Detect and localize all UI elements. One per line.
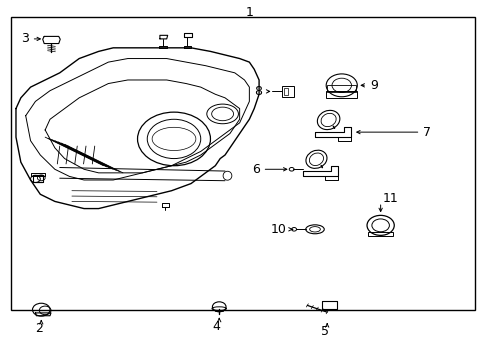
Text: 6: 6 bbox=[251, 163, 259, 176]
Text: 3: 3 bbox=[20, 32, 29, 45]
Text: 11: 11 bbox=[382, 192, 398, 205]
Text: 9: 9 bbox=[369, 79, 377, 92]
Text: 10: 10 bbox=[270, 223, 286, 236]
Text: 4: 4 bbox=[212, 320, 220, 333]
Text: 7: 7 bbox=[423, 126, 430, 139]
FancyBboxPatch shape bbox=[325, 91, 357, 98]
Text: 8: 8 bbox=[254, 85, 262, 98]
Text: 1: 1 bbox=[245, 6, 253, 19]
Bar bbox=[11, 18, 474, 310]
Text: 2: 2 bbox=[35, 322, 42, 335]
Text: 5: 5 bbox=[320, 325, 328, 338]
